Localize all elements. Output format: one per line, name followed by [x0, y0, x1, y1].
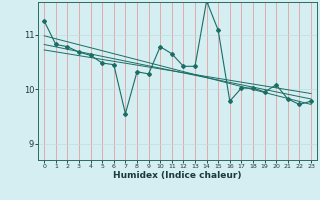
- X-axis label: Humidex (Indice chaleur): Humidex (Indice chaleur): [113, 171, 242, 180]
